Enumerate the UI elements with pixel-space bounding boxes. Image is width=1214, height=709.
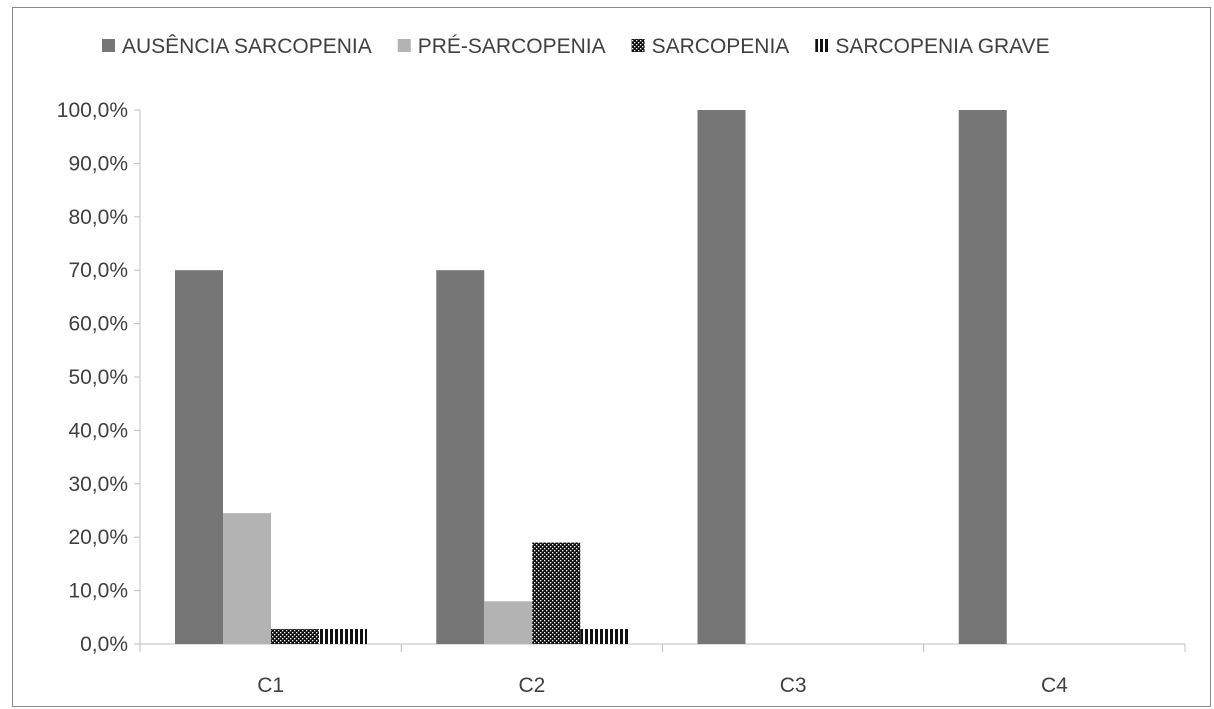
x-category-label: C3 <box>780 674 807 697</box>
legend-item: SARCOPENIA <box>631 35 790 58</box>
y-tick-label: 100,0% <box>57 99 128 122</box>
y-tick-label: 50,0% <box>68 366 128 389</box>
bar-c4-series-1 <box>958 110 1007 644</box>
bars <box>175 110 1007 644</box>
x-axis: C1 C2 C3 C4 <box>139 643 1186 697</box>
y-axis: 0,0% 10,0% 20,0% 30,0% 40,0% 50,0% 60,0% 70,0% 8… <box>57 99 141 656</box>
legend-swatch <box>397 39 411 52</box>
bar-c2-series-1 <box>436 270 485 644</box>
x-category-label: C1 <box>257 674 284 697</box>
bar-c1-series-2 <box>223 513 271 644</box>
legend-swatch <box>102 39 115 52</box>
x-category-label: C2 <box>518 674 545 697</box>
x-category-label: C4 <box>1041 674 1068 697</box>
bar-c1-series-1 <box>175 270 223 644</box>
y-tick-label: 30,0% <box>68 473 128 496</box>
y-tick-label: 70,0% <box>68 259 128 282</box>
legend-label: SARCOPENIA <box>652 35 790 58</box>
bar-c1-series-4 <box>319 629 367 644</box>
legend-item: PRÉ-SARCOPENIA <box>397 35 606 58</box>
y-tick-label: 0,0% <box>80 633 128 656</box>
y-tick-label: 20,0% <box>68 526 128 549</box>
legend-label: PRÉ-SARCOPENIA <box>418 35 606 58</box>
bar-c2-series-3 <box>532 542 581 644</box>
bar-c2-series-4 <box>580 629 629 644</box>
legend-item: SARCOPENIA GRAVE <box>815 35 1050 58</box>
legend-item: AUSÊNCIA SARCOPENIA <box>102 35 372 58</box>
y-tick-label: 80,0% <box>68 206 128 229</box>
legend: AUSÊNCIA SARCOPENIA PRÉ-SARCOPENIA SARCOPE… <box>102 35 1050 58</box>
bar-c1-series-3 <box>271 629 319 644</box>
y-tick-label: 40,0% <box>68 419 128 442</box>
legend-swatch <box>631 39 645 52</box>
legend-label: SARCOPENIA GRAVE <box>835 35 1049 58</box>
y-tick-label: 90,0% <box>68 152 128 175</box>
y-tick-label: 60,0% <box>68 313 128 336</box>
bar-c3-series-1 <box>697 110 746 644</box>
y-tick-label: 10,0% <box>68 580 128 603</box>
legend-label: AUSÊNCIA SARCOPENIA <box>122 35 372 58</box>
bar-c2-series-2 <box>484 601 533 644</box>
legend-swatch <box>815 39 829 52</box>
